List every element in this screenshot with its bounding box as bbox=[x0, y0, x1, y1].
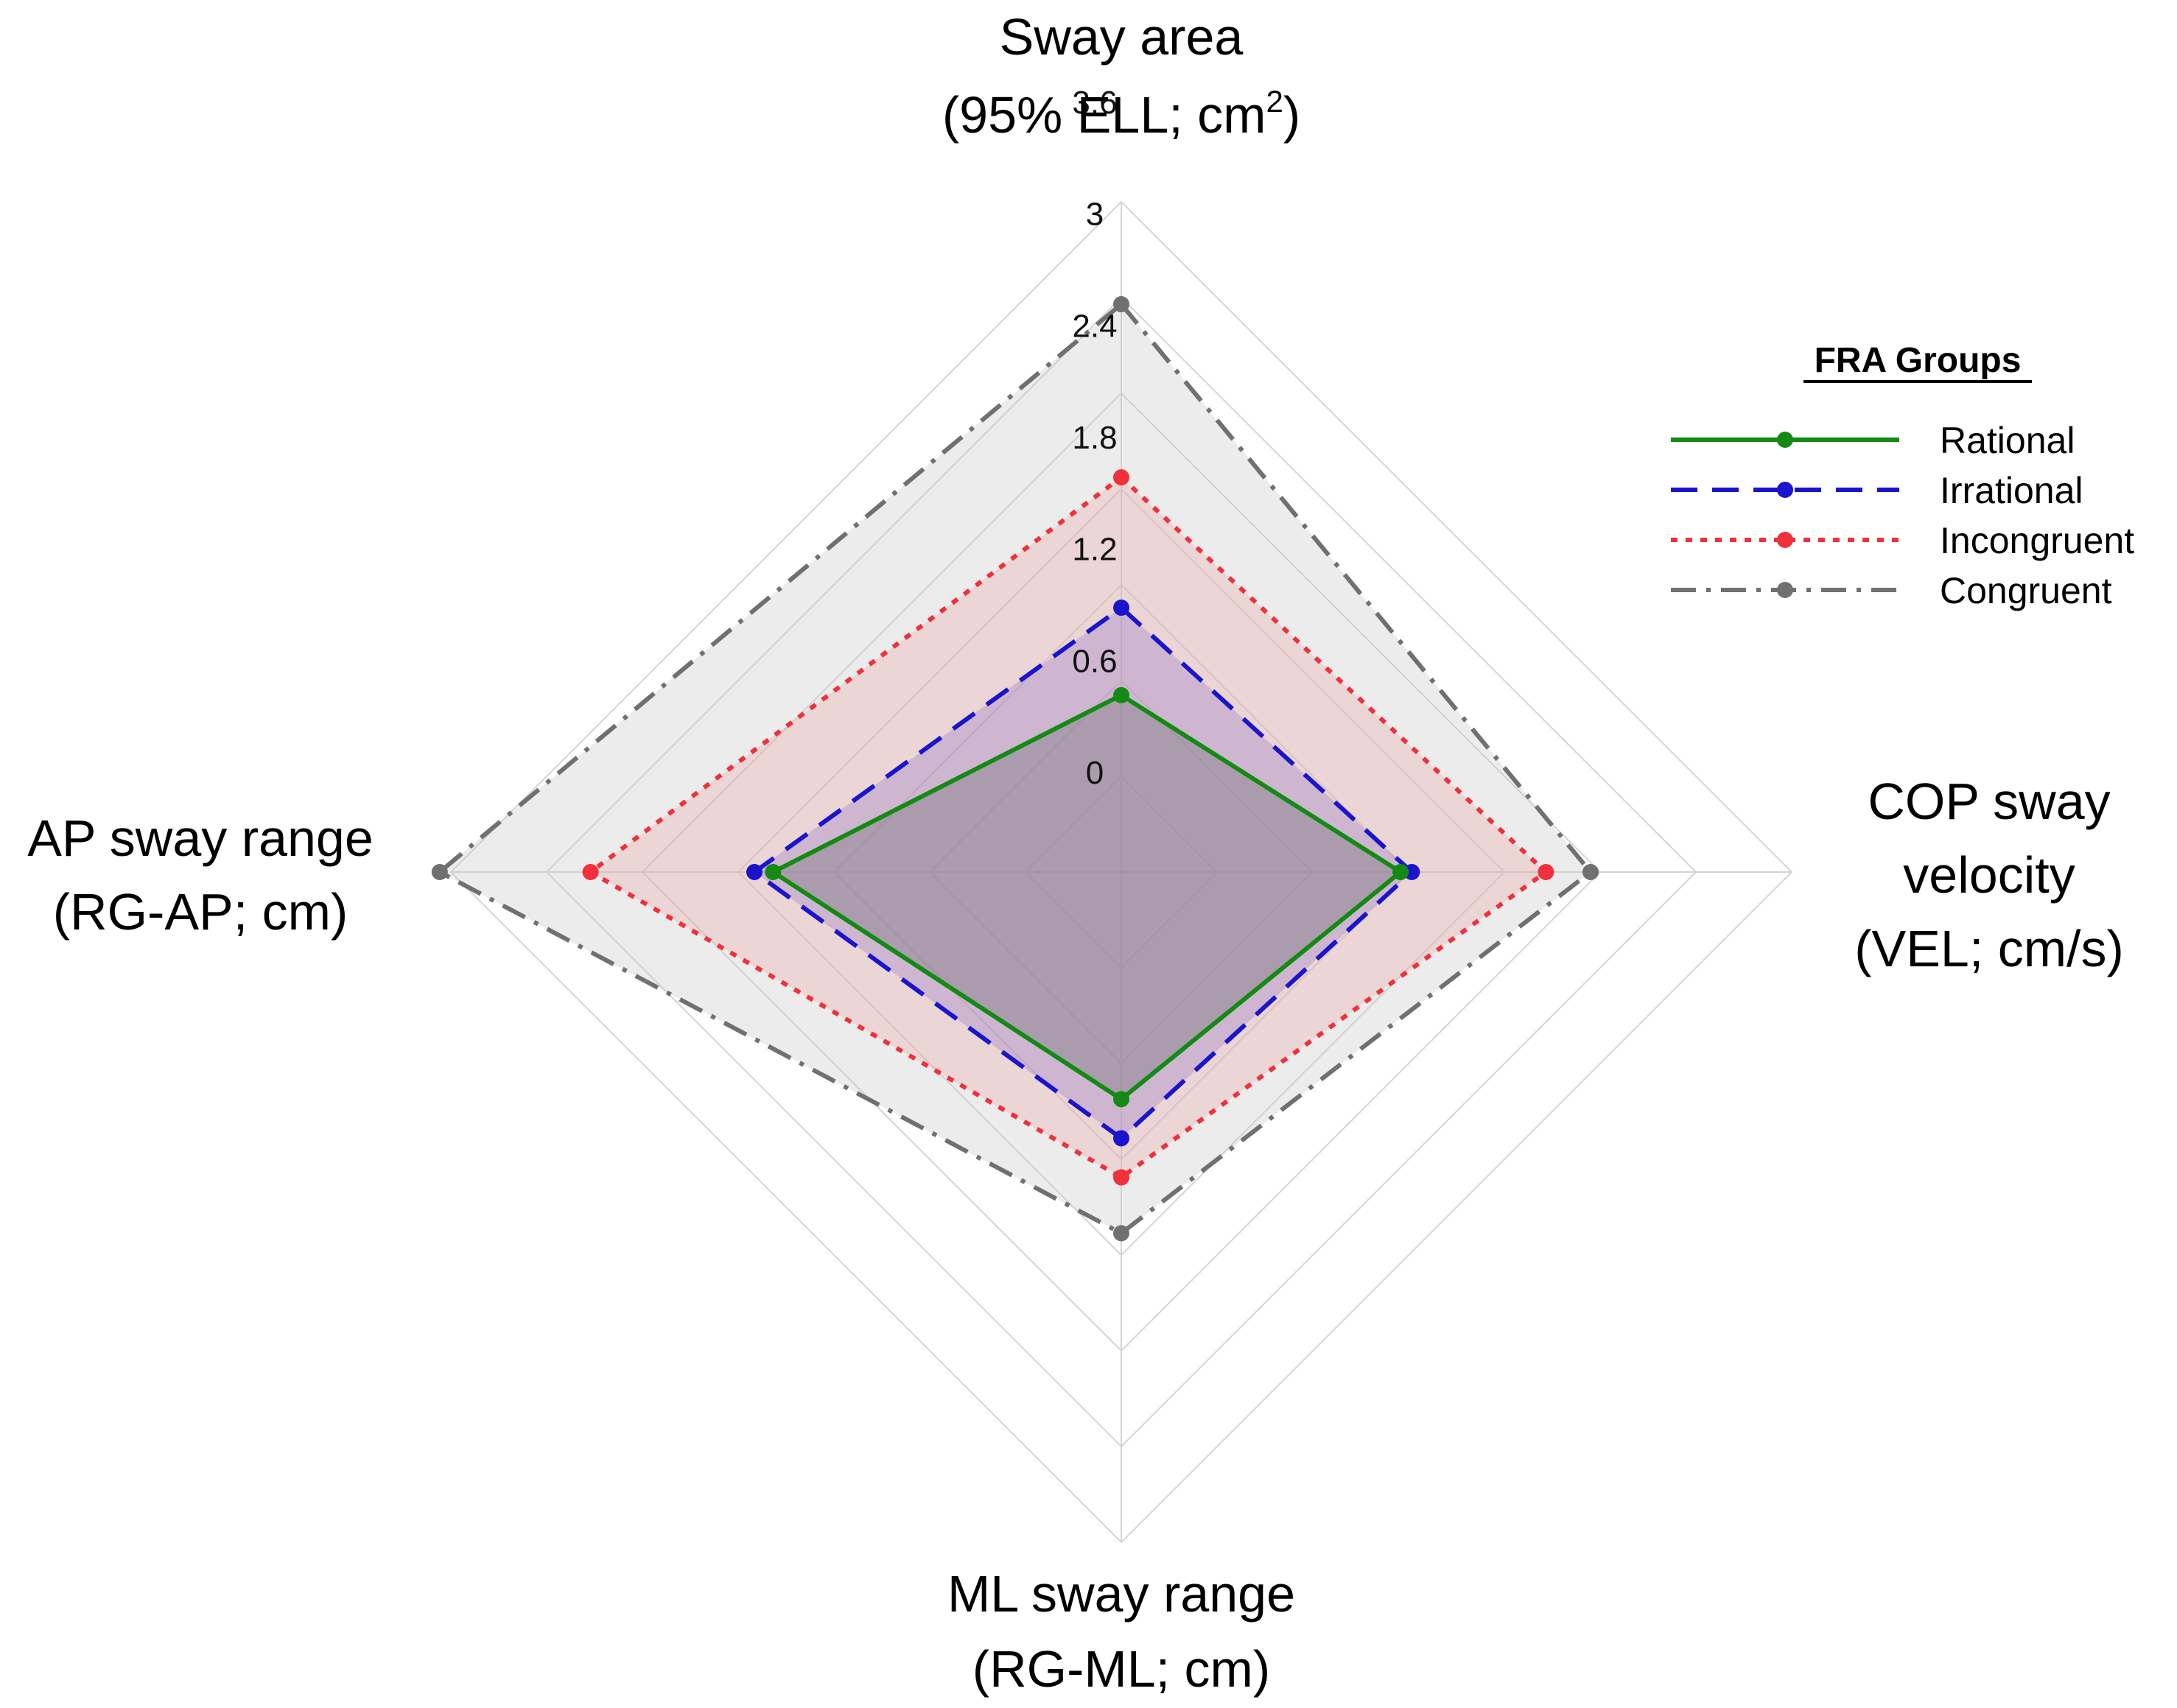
series-lines bbox=[431, 296, 1599, 1242]
series-fill-irrational bbox=[754, 608, 1412, 1139]
point-rational-ap_range bbox=[765, 864, 782, 880]
series-fill-congruent bbox=[439, 304, 1591, 1234]
legend-marker-rational bbox=[1777, 432, 1793, 448]
legend-label-incongruent: Incongruent bbox=[1940, 520, 2134, 561]
legend-label-irrational: Irrational bbox=[1940, 470, 2083, 511]
legend-title: FRA Groups bbox=[1815, 341, 2022, 380]
point-incongruent-sway_area bbox=[1113, 469, 1129, 486]
legend: FRA Groups Rational Irrational Incongruent… bbox=[1671, 341, 2134, 611]
axis-title-ap-range-line2: (RG-AP; cm) bbox=[53, 883, 348, 941]
tick-label: 3 bbox=[1086, 197, 1104, 233]
legend-label-congruent: Congruent bbox=[1940, 570, 2112, 611]
point-rational-cop_vel bbox=[1392, 864, 1409, 880]
point-incongruent-ml_range bbox=[1113, 1169, 1129, 1186]
axis-title-cop-velocity-line3: (VEL; cm/s) bbox=[1854, 920, 2124, 977]
tick-label: 3.6 bbox=[1072, 85, 1117, 121]
point-congruent-sway_area bbox=[1113, 296, 1129, 313]
point-incongruent-ap_range bbox=[582, 864, 599, 880]
axis-title-cop-velocity: COP sway velocity (VEL; cm/s) bbox=[1854, 773, 2124, 977]
point-rational-sway_area bbox=[1113, 686, 1129, 703]
legend-marker-irrational bbox=[1777, 482, 1793, 498]
legend-items: Rational Irrational Incongruent Congruent bbox=[1671, 420, 2134, 611]
point-irrational-sway_area bbox=[1113, 600, 1129, 616]
point-irrational-cop_vel bbox=[1403, 864, 1420, 880]
legend-item-rational: Rational bbox=[1671, 420, 2075, 461]
tick-label: 1.2 bbox=[1072, 532, 1117, 568]
legend-item-congruent: Congruent bbox=[1671, 570, 2112, 611]
point-congruent-ap_range bbox=[431, 864, 448, 880]
axis-title-sway-area: Sway area (95% ELL; cm2) bbox=[942, 8, 1300, 144]
point-irrational-ml_range bbox=[1113, 1130, 1129, 1147]
axis-title-sway-area-line1: Sway area bbox=[1000, 8, 1244, 66]
series-line-incongruent bbox=[586, 474, 1550, 1181]
point-incongruent-cop_vel bbox=[1538, 864, 1554, 880]
legend-item-irrational: Irrational bbox=[1671, 470, 2083, 511]
axis-title-ap-range: AP sway range (RG-AP; cm) bbox=[27, 809, 374, 941]
axis-title-sway-area-line2: (95% ELL; cm2) bbox=[942, 84, 1300, 144]
axis-title-ml-range-line1: ML sway range bbox=[947, 1565, 1295, 1623]
tick-label: 0 bbox=[1086, 755, 1104, 791]
legend-item-incongruent: Incongruent bbox=[1671, 520, 2134, 561]
tick-label: 2.4 bbox=[1072, 308, 1117, 344]
radial-tick-labels: 0 0.6 1.2 1.8 2.4 3 3.6 bbox=[1072, 85, 1117, 791]
tick-label: 0.6 bbox=[1072, 643, 1117, 679]
legend-marker-incongruent bbox=[1777, 532, 1793, 548]
axis-title-ap-range-line1: AP sway range bbox=[27, 809, 374, 867]
point-congruent-ml_range bbox=[1113, 1225, 1129, 1242]
point-congruent-cop_vel bbox=[1582, 864, 1599, 880]
series-fills bbox=[439, 304, 1591, 1234]
axis-title-ml-range: ML sway range (RG-ML; cm) bbox=[947, 1565, 1295, 1698]
radar-grid bbox=[449, 200, 1793, 1544]
point-rational-ml_range bbox=[1113, 1091, 1129, 1108]
point-irrational-ap_range bbox=[746, 864, 763, 880]
legend-label-rational: Rational bbox=[1940, 420, 2075, 461]
tick-label: 1.8 bbox=[1072, 420, 1117, 456]
axis-title-cop-velocity-line1: COP sway bbox=[1868, 773, 2110, 830]
axis-title-cop-velocity-line2: velocity bbox=[1903, 846, 2075, 904]
axis-title-ml-range-line2: (RG-ML; cm) bbox=[972, 1640, 1270, 1698]
legend-marker-congruent bbox=[1777, 582, 1793, 598]
